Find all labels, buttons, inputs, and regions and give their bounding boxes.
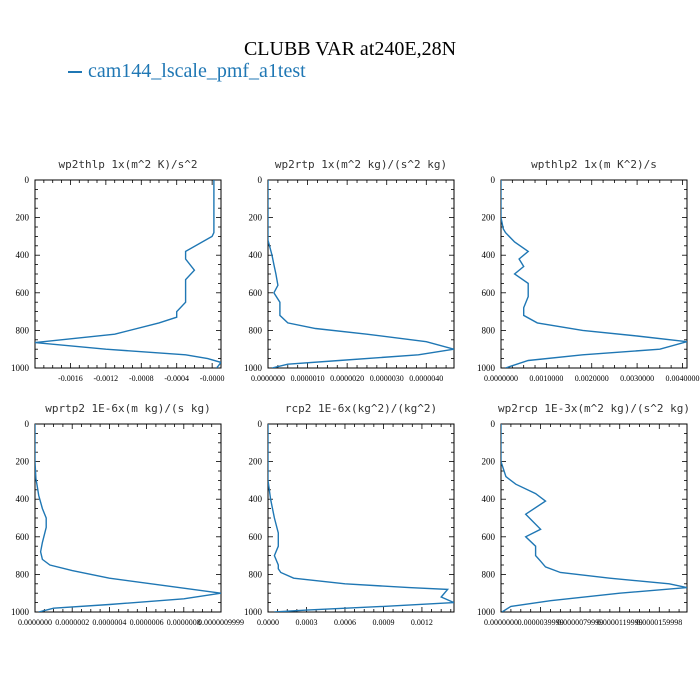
x-tick-label: 0.0000008 [167,618,201,627]
y-tick-label: 800 [16,569,30,579]
y-tick-label: 800 [482,569,496,579]
x-tick-label: -0.0012 [94,374,119,383]
series-line [35,424,221,612]
x-tick-label: 0.0000000 [484,618,518,627]
x-tick-label: 0.0000020 [330,374,364,383]
panel-1: wp2thlp 1x(m^2 K)/s^2 0 200 400 600 800 1000 -0… [11,158,224,383]
y-tick-label: 0 [491,175,496,185]
y-tick-label: 200 [249,213,263,223]
plot-frame [500,179,688,369]
y-tick-label: 600 [482,532,496,542]
x-tick-label: -0.0008 [129,374,154,383]
x-tick-label: 0.0000006 [130,618,164,627]
y-tick-label: 800 [249,569,263,579]
panel-2: wp2rtp 1x(m^2 kg)/(s^2 kg) 0 200 400 600 800 1… [244,158,455,383]
x-tick-label: 0.0000 [257,618,279,627]
x-tick-label: 0.0000079999 [557,618,603,627]
y-tick-label: 1000 [477,607,496,617]
y-tick-label: 200 [482,457,496,467]
x-tick-label: 0.0000002 [55,618,89,627]
plot-frame [267,179,455,369]
x-tick-label: 0.0000030 [370,374,404,383]
x-tick-label: 0.0000009999 [198,618,244,627]
y-tick-label: 0 [25,419,30,429]
panel-5: rcp2 1E-6x(kg^2)/(kg^2) 0 200 400 600 800 1000… [244,402,455,627]
y-tick-label: 600 [16,288,30,298]
x-tick-label: 0.0000000 [484,374,518,383]
y-tick-label: 600 [249,532,263,542]
x-tick-label: 0.0009 [372,618,394,627]
page-title: CLUBB VAR at240E,28N [243,38,457,60]
y-tick-label: 400 [482,494,496,504]
y-tick-label: 600 [482,288,496,298]
x-tick-label: 0.0006 [334,618,356,627]
y-tick-label: 200 [482,213,496,223]
panel-title: wp2thlp 1x(m^2 K)/s^2 [58,158,197,171]
x-tick-label: 0.0030000 [620,374,654,383]
y-tick-label: 0 [258,175,263,185]
y-tick-label: 1000 [244,607,263,617]
y-tick-label: 1000 [11,363,30,373]
legend-swatch [68,71,82,74]
panel-6: wp2rcp 1E-3x(m^2 kg)/(s^2 kg)0 200 400 600 8… [477,402,690,627]
x-tick-label: 0.0003 [295,618,317,627]
series-line [35,180,221,368]
x-tick-label: 0.0000159998 [636,618,682,627]
x-tick-label: 0.0020000 [575,374,609,383]
panel-title: rcp2 1E-6x(kg^2)/(kg^2) [285,402,437,415]
panel-title: wprtp2 1E-6x(m kg)/(s kg) [45,402,211,415]
panel-4: wprtp2 1E-6x(m kg)/(s kg) 0 200 400 600 800 10… [11,402,244,627]
x-tick-label: 0.0012 [411,618,433,627]
panel-3: wpthlp2 1x(m K^2)/s020040060080010000.00… [477,158,699,383]
y-tick-label: 400 [249,494,263,504]
x-tick-label: 0.0000040 [409,374,443,383]
y-tick-label: 800 [249,325,263,335]
panel-title: wp2rtp 1x(m^2 kg)/(s^2 kg) [275,158,447,171]
x-tick-label: 0.0010000 [529,374,563,383]
panel-title: wpthlp2 1x(m K^2)/s [531,158,657,171]
legend: cam144_lscale_pmf_a1test [68,60,306,83]
y-tick-label: 1000 [477,363,496,373]
y-tick-label: 400 [16,494,30,504]
series-line [268,424,454,612]
x-tick-label: -0.0004 [164,374,189,383]
series-line [501,424,687,612]
y-tick-label: 0 [491,419,496,429]
x-tick-label: 0.0000039999 [518,618,564,627]
y-tick-label: 400 [249,250,263,260]
x-tick-label: 0.0000004 [92,618,126,627]
x-tick-label: 0.0000119999 [597,618,643,627]
series-line [501,180,687,368]
y-tick-label: 400 [482,250,496,260]
y-tick-label: 600 [249,288,263,298]
y-tick-label: 0 [25,175,30,185]
plot-frame [34,423,222,613]
y-tick-label: 800 [482,325,496,335]
y-tick-label: 200 [249,457,263,467]
y-tick-label: 1000 [11,607,30,617]
series-line [268,180,454,368]
y-tick-label: 0 [258,419,263,429]
y-tick-label: 400 [16,250,30,260]
x-tick-label: -0.0016 [58,374,83,383]
plot-frame [267,423,455,613]
x-tick-label: 0.0040000 [665,374,699,383]
x-tick-label: -0.0000 [200,374,225,383]
x-tick-label: 0.0000000 [18,618,52,627]
y-tick-label: 200 [16,457,30,467]
panel-title: wp2rcp 1E-3x(m^2 kg)/(s^2 kg) [498,402,690,415]
y-tick-label: 1000 [244,363,263,373]
y-tick-label: 800 [16,325,30,335]
x-tick-label: 0.0000000 [251,374,285,383]
x-tick-label: 0.0000010 [291,374,325,383]
legend-label: cam144_lscale_pmf_a1test [88,60,306,82]
y-tick-label: 200 [16,213,30,223]
y-tick-label: 600 [16,532,30,542]
